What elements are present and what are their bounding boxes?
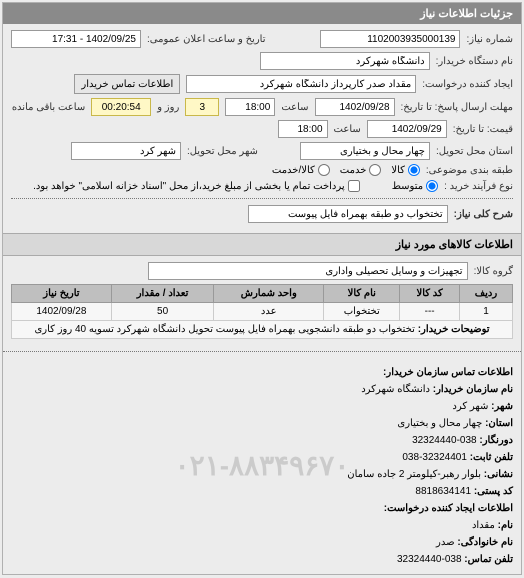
lname-label: نام خانوادگی: — [457, 537, 513, 548]
announce-input[interactable] — [11, 30, 141, 48]
cphone-value: 038-32324440 — [397, 554, 462, 565]
requester-input[interactable] — [186, 75, 416, 93]
radio-mid-label: متوسط — [392, 181, 423, 192]
creator-title: اطلاعات ایجاد کننده درخواست: — [384, 503, 513, 514]
goods-group-label: گروه کالا: — [474, 266, 513, 277]
td-1: --- — [400, 303, 460, 321]
announce-label: تاریخ و ساعت اعلان عمومی: — [147, 34, 266, 45]
desc-value: تختخواب دو طبقه دانشجویی بهمراه فایل پیو… — [34, 324, 414, 335]
buyer-input[interactable] — [260, 52, 430, 70]
price-date-input[interactable] — [367, 120, 447, 138]
days-input — [185, 98, 219, 116]
table-desc-row: توضیحات خریدار: تختخواب دو طبقه دانشجویی… — [12, 321, 513, 339]
price-deadline-label: قیمت: تا تاریخ: — [453, 124, 513, 135]
pay-note: پرداخت تمام یا بخشی از مبلغ خرید،از محل … — [33, 181, 345, 192]
table-header-row: ردیف کد کالا نام کالا واحد شمارش تعداد /… — [12, 285, 513, 303]
panel-title: جزئیات اطلاعات نیاز — [3, 3, 521, 24]
address-value: بلوار رهبر-کیلومتر 2 جاده سامان — [347, 469, 481, 480]
post-label: کد پستی: — [474, 486, 513, 497]
th-5: تاریخ نیاز — [12, 285, 112, 303]
divider — [11, 198, 513, 199]
address-label: نشانی: — [484, 469, 513, 480]
radio-service-input[interactable] — [369, 164, 381, 176]
radio-service[interactable]: خدمت — [340, 164, 382, 176]
c-province-value: چهار محال و بختیاری — [397, 418, 482, 429]
requester-label: ایجاد کننده درخواست: — [422, 79, 513, 90]
process-label: نوع فرآیند خرید : — [444, 181, 513, 192]
radio-goods[interactable]: کالا — [391, 164, 420, 176]
reply-time-input[interactable] — [225, 98, 275, 116]
th-0: ردیف — [459, 285, 512, 303]
need-desc-input[interactable] — [248, 205, 448, 223]
contact-title: اطلاعات تماس سازمان خریدار: — [383, 367, 513, 378]
desc-label: توضیحات خریدار: — [418, 324, 490, 335]
goods-group-input[interactable] — [148, 262, 468, 280]
remaining-label: ساعت باقی مانده — [12, 102, 85, 113]
radio-goods-input[interactable] — [408, 164, 420, 176]
radio-mid-input[interactable] — [426, 180, 438, 192]
c-city-value: شهر کرد — [452, 401, 488, 412]
td-5: 1402/09/28 — [12, 303, 112, 321]
goods-section-title: اطلاعات کالاهای مورد نیاز — [3, 233, 521, 256]
post-value: 8818634141 — [415, 486, 471, 497]
price-time-label: ساعت — [334, 124, 361, 135]
c-province-label: استان: — [485, 418, 513, 429]
td-0: 1 — [459, 303, 512, 321]
price-time-input[interactable] — [278, 120, 328, 138]
radio-goods-service-label: کالا/خدمت — [272, 165, 315, 176]
radio-goods-service[interactable]: کالا/خدمت — [272, 164, 330, 176]
buyer-label: نام دستگاه خریدار: — [436, 56, 513, 67]
radio-goods-service-input[interactable] — [318, 164, 330, 176]
radio-service-label: خدمت — [340, 165, 367, 176]
pay-check[interactable]: پرداخت تمام یا بخشی از مبلغ خرید،از محل … — [33, 180, 360, 192]
need-desc-label: شرح کلی نیاز: — [454, 209, 513, 220]
fax-value: 038-32324440 — [412, 435, 477, 446]
contact-block: ۰۲۱-۸۸۳۴۹۶۷۰ اطلاعات تماس سازمان خریدار:… — [3, 358, 521, 574]
reply-date-input[interactable] — [315, 98, 395, 116]
th-3: واحد شمارش — [214, 285, 324, 303]
org-label: نام سازمان خریدار: — [433, 384, 513, 395]
th-2: نام کالا — [324, 285, 400, 303]
td-3: عدد — [214, 303, 324, 321]
province-input[interactable] — [300, 142, 430, 160]
td-2: تختخواب — [324, 303, 400, 321]
radio-goods-label: کالا — [391, 165, 405, 176]
name-label: نام: — [498, 520, 513, 531]
td-4: 50 — [111, 303, 214, 321]
city-label: شهر محل تحویل: — [187, 146, 258, 157]
city-input[interactable] — [71, 142, 181, 160]
lname-value: صدر — [436, 537, 455, 548]
buyer-contact-button[interactable]: اطلاعات تماس خریدار — [74, 74, 180, 94]
phone-value: 32324401-038 — [402, 452, 467, 463]
th-4: تعداد / مقدار — [111, 285, 214, 303]
org-value: دانشگاه شهرکرد — [361, 384, 430, 395]
reply-time-label: ساعت — [281, 102, 308, 113]
th-1: کد کالا — [400, 285, 460, 303]
c-city-label: شهر: — [491, 401, 513, 412]
pay-check-input[interactable] — [348, 180, 360, 192]
need-no-label: شماره نیاز: — [466, 34, 513, 45]
divider — [3, 351, 521, 352]
cphone-label: تلفن تماس: — [464, 554, 513, 565]
name-value: مقداد — [472, 520, 495, 531]
radio-mid[interactable]: متوسط — [392, 180, 438, 192]
class-label: طبقه بندی موضوعی: — [426, 165, 513, 176]
phone-label: تلفن ثابت: — [470, 452, 513, 463]
fax-label: دورنگار: — [479, 435, 513, 446]
province-label: استان محل تحویل: — [436, 146, 513, 157]
remaining-input — [91, 98, 151, 116]
reply-deadline-label: مهلت ارسال پاسخ: تا تاریخ: — [401, 102, 513, 113]
need-no-input[interactable] — [320, 30, 460, 48]
table-row[interactable]: 1 --- تختخواب عدد 50 1402/09/28 — [12, 303, 513, 321]
goods-table: ردیف کد کالا نام کالا واحد شمارش تعداد /… — [11, 284, 513, 339]
class-radio-group: کالا خدمت کالا/خدمت — [272, 164, 420, 176]
days-and-label: روز و — [157, 102, 179, 113]
